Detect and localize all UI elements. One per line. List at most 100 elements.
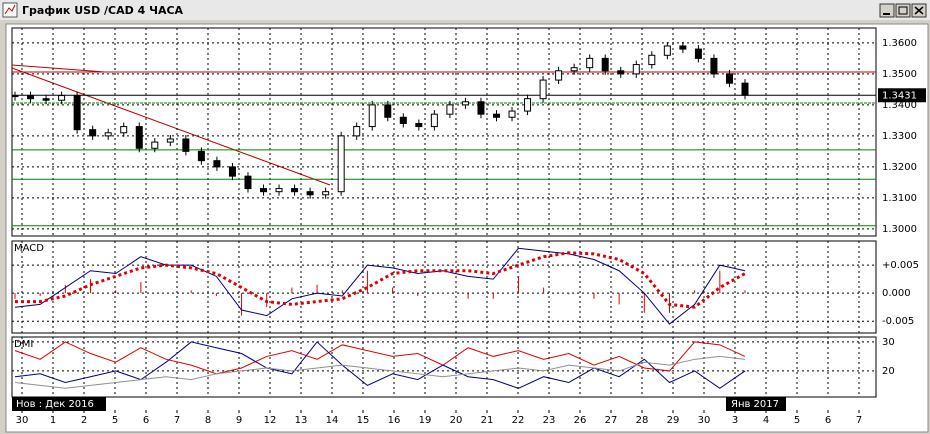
y-tick-label: 1.3300: [882, 131, 917, 142]
candle: [415, 122, 423, 128]
x-tick-label: 1: [50, 415, 56, 426]
x-tick-label: 7: [174, 415, 180, 426]
candle: [477, 101, 485, 115]
candle: [632, 64, 640, 75]
candle: [508, 110, 516, 118]
x-tick-label: 28: [636, 415, 649, 426]
panel-title: MACD: [14, 243, 44, 254]
y-tick-label: 1.3400: [882, 100, 917, 111]
series-line: [14, 247, 746, 325]
candle: [306, 191, 314, 196]
candle: [11, 95, 19, 98]
candle: [58, 95, 66, 101]
candle: [120, 126, 128, 134]
candle: [539, 79, 547, 100]
window-icon-glyph: [4, 4, 16, 15]
y-tick-label: 1.3600: [882, 38, 917, 49]
candle: [741, 82, 749, 96]
candle: [694, 48, 702, 59]
x-tick-label: 12: [264, 415, 277, 426]
x-tick-label: 14: [326, 415, 339, 426]
candle: [27, 95, 35, 100]
candle: [151, 141, 159, 149]
candle: [384, 104, 392, 118]
x-tick-label: 19: [419, 415, 432, 426]
x-tick-label: 3: [732, 415, 738, 426]
candle: [182, 138, 190, 152]
x-tick-label: 6: [825, 415, 831, 426]
series-line: [14, 355, 746, 389]
candle: [601, 57, 609, 72]
candle: [213, 160, 221, 168]
dmi-panel: [11, 336, 877, 398]
x-tick-label: 5: [794, 415, 800, 426]
window-buttons[interactable]: [879, 3, 927, 18]
x-tick-label: 5: [112, 415, 118, 426]
x-tick-label: 4: [763, 415, 769, 426]
candle: [166, 138, 174, 143]
y-tick-label: 20: [882, 366, 895, 377]
window-icon: [2, 2, 18, 18]
close-glyph: [914, 6, 924, 15]
price-panel: [11, 27, 877, 237]
panel-title: DMI: [14, 339, 33, 350]
candle: [492, 113, 500, 118]
x-tick-label: 30: [16, 415, 29, 426]
period-label-bg: [12, 397, 106, 411]
minimize-button[interactable]: [879, 3, 895, 18]
x-tick-label: 29: [667, 415, 680, 426]
candle: [446, 104, 454, 115]
x-tick-label: 2: [81, 415, 87, 426]
window-title: График USD /CAD 4 ЧАСА: [22, 4, 184, 17]
candle: [524, 98, 532, 112]
x-tick-label: 26: [574, 415, 587, 426]
title-bar: [0, 0, 930, 20]
series-line: [14, 341, 746, 375]
candle: [73, 95, 81, 131]
candle: [368, 104, 376, 128]
candle: [679, 45, 687, 50]
maximize-button[interactable]: [895, 3, 911, 18]
candle: [663, 45, 671, 56]
x-tick-label: 21: [481, 415, 494, 426]
current-price-label: 1.3431: [882, 90, 917, 101]
x-tick-label: 8: [205, 415, 211, 426]
x-tick-label: 30: [698, 415, 711, 426]
candle: [322, 191, 330, 196]
trend-line: [11, 67, 331, 186]
x-tick-label: 13: [295, 415, 308, 426]
candle: [260, 188, 268, 193]
y-tick-label: 1.3500: [882, 69, 917, 80]
y-tick-label: 1.3000: [882, 224, 917, 235]
y-tick-label: 1.3200: [882, 162, 917, 173]
candle: [89, 129, 97, 137]
period-label: Янв 2017: [731, 399, 779, 410]
candle: [42, 98, 50, 101]
candle: [586, 57, 594, 69]
x-tick-label: 20: [450, 415, 463, 426]
period-label: Нов : Дек 2016: [16, 399, 94, 410]
x-tick-label: 7: [856, 415, 862, 426]
candle: [617, 70, 625, 75]
x-tick-label: 9: [236, 415, 242, 426]
x-tick-label: 6: [143, 415, 149, 426]
candle: [570, 67, 578, 72]
maximize-glyph: [898, 6, 908, 15]
candle: [291, 188, 299, 193]
candle: [725, 73, 733, 84]
period-label-bg: [726, 397, 786, 411]
candle: [648, 54, 656, 66]
trend-line: [11, 64, 106, 73]
x-tick-label: 23: [543, 415, 556, 426]
y-tick-label: 30: [882, 337, 895, 348]
y-tick-label: +0.005: [882, 260, 919, 271]
candle: [353, 126, 361, 137]
candle: [461, 101, 469, 106]
x-tick-label: 16: [388, 415, 401, 426]
candle: [275, 188, 283, 193]
candle: [399, 116, 407, 124]
y-tick-label: 1.3100: [882, 193, 917, 204]
candle: [228, 166, 236, 177]
x-tick-label: 27: [605, 415, 618, 426]
